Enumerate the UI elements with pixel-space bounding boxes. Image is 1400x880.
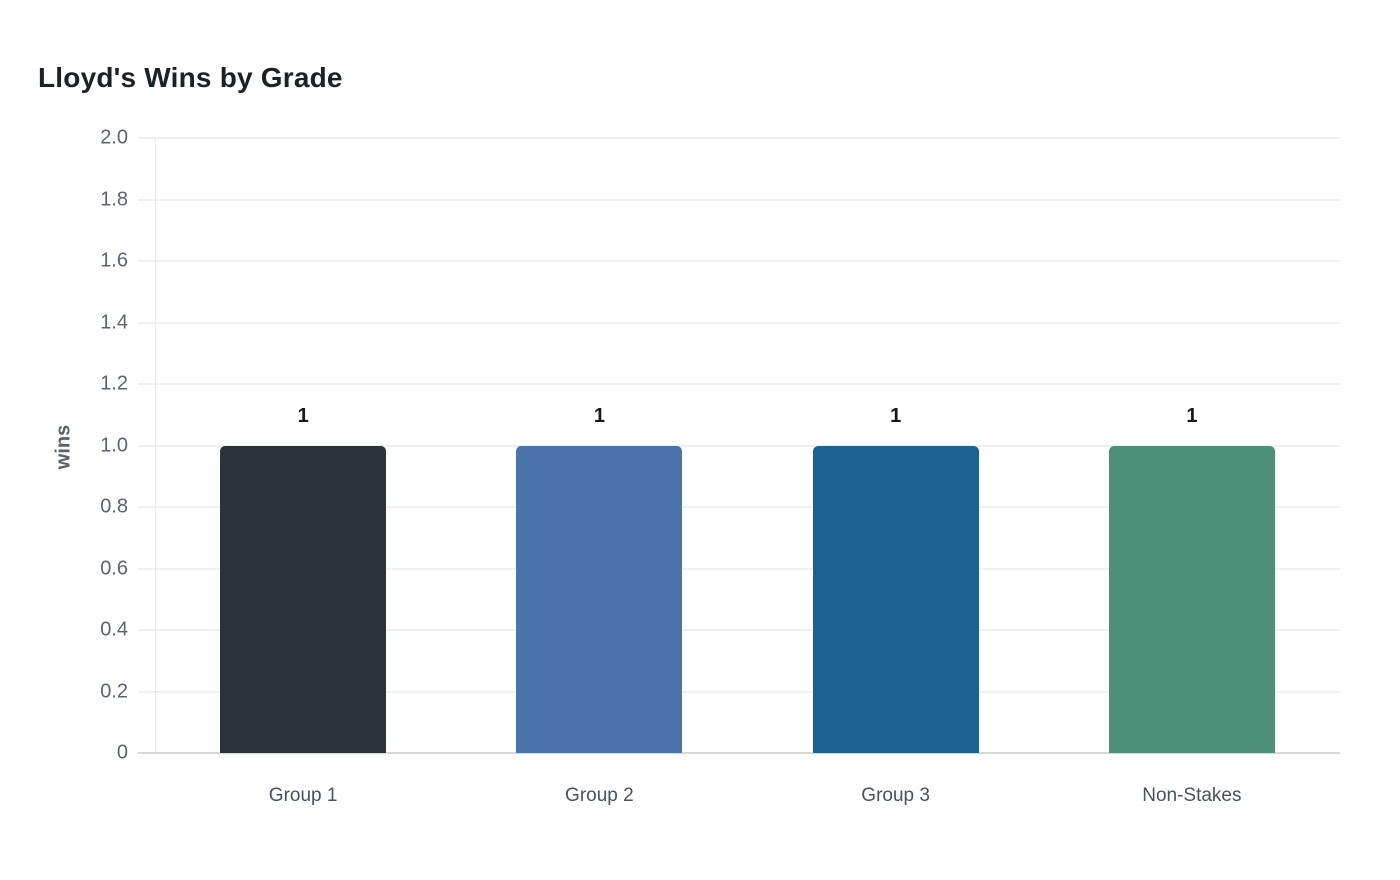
y-tick-label: 1.2 <box>100 372 128 395</box>
plot-left-border <box>155 138 156 753</box>
bar-value-label: 1 <box>593 404 605 427</box>
gridline <box>138 690 1340 693</box>
y-tick-label: 0.8 <box>100 495 128 518</box>
y-tick-label: 0.4 <box>100 618 128 641</box>
x-tick-label: Non-Stakes <box>1142 785 1242 806</box>
gridline <box>138 198 1340 201</box>
y-tick-label: 1.6 <box>100 249 128 272</box>
gridline <box>138 444 1340 447</box>
gridline <box>138 383 1340 385</box>
y-tick-label: 2.0 <box>100 126 128 149</box>
bar-group-3 <box>812 445 979 753</box>
bar-value-label: 1 <box>1186 404 1198 427</box>
x-tick-label: Group 2 <box>565 785 634 806</box>
y-tick-label: 1.8 <box>100 188 128 210</box>
bar-value-label: 1 <box>890 404 902 427</box>
bar-value-label: 1 <box>297 404 309 427</box>
x-tick-label: Group 1 <box>268 785 338 806</box>
gridline <box>138 137 1340 139</box>
y-tick-label: 0.6 <box>100 557 128 579</box>
y-tick-label: 0 <box>116 741 128 764</box>
gridline <box>138 629 1340 631</box>
bar-group-2 <box>516 445 683 753</box>
gridline <box>138 321 1340 324</box>
gridline <box>138 506 1340 508</box>
bar-group-1 <box>220 445 387 753</box>
gridline <box>138 260 1340 262</box>
x-tick-label: Group 3 <box>861 785 930 806</box>
gridline <box>138 567 1340 570</box>
y-tick-label: 1.0 <box>100 434 128 456</box>
chart-title: Lloyd's Wins by Grade <box>38 62 343 93</box>
bar-non-stakes <box>1108 445 1275 753</box>
y-tick-label: 0.2 <box>100 680 128 702</box>
x-axis-baseline <box>138 752 1340 754</box>
y-tick-label: 1.4 <box>100 311 128 333</box>
